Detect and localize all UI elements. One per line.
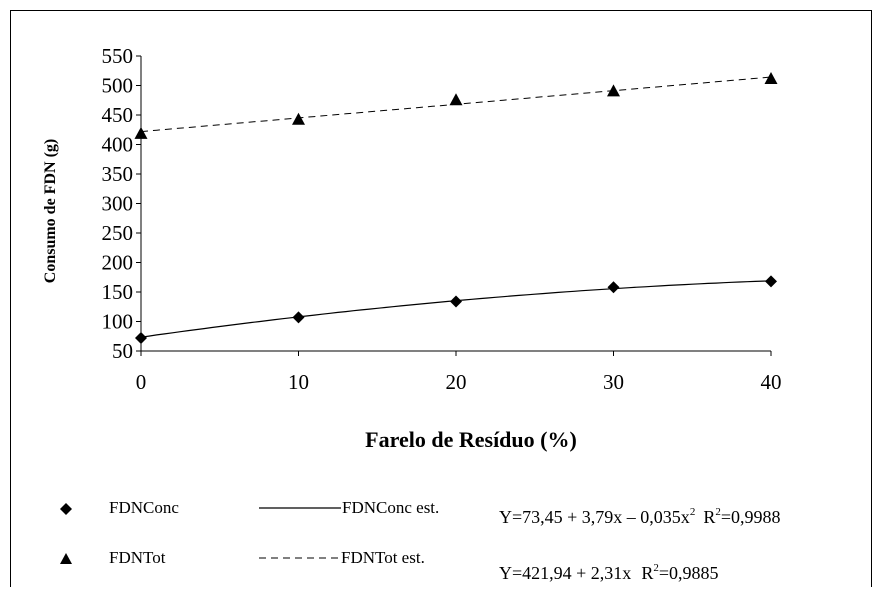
y-axis-label: Consumo de FDN (g): [42, 139, 59, 283]
x-tick-label: 40: [761, 370, 782, 394]
data-point-fdntot: [607, 84, 620, 96]
y-tick-label: 400: [102, 133, 134, 157]
legend-label-fdntot-est: FDNTot est.: [341, 548, 425, 567]
y-tick-label: 500: [102, 74, 134, 98]
data-point-fdnconc: [293, 311, 305, 323]
x-tick-label: 10: [288, 370, 309, 394]
x-tick-label: 0: [136, 370, 147, 394]
equation-fdnconc-main: Y=73,45 + 3,79x – 0,035x: [499, 507, 690, 527]
data-point-fdntot: [292, 113, 305, 125]
y-tick-label: 550: [102, 44, 134, 68]
data-point-fdntot: [450, 93, 463, 105]
equation-fdntot-r2: R: [641, 563, 653, 583]
chart-canvas: 50 100 150 200 250 300 350 400 450 500 550 0 10 20 30…: [11, 11, 872, 587]
equation-fdntot-r2-value: =0,9885: [659, 563, 719, 583]
legend-label-fdnconc: FDNConc: [109, 498, 179, 517]
y-tick-label: 350: [102, 162, 134, 186]
y-tick-label: 150: [102, 280, 134, 304]
y-tick-label: 200: [102, 251, 134, 275]
chart-frame: 50 100 150 200 250 300 350 400 450 500 550 0 10 20 30…: [10, 10, 872, 587]
data-point-fdntot: [135, 127, 148, 139]
equation-fdnconc: Y=73,45 + 3,79x – 0,035x2 R2=0,9988: [499, 506, 780, 527]
legend-marker-fdnconc: [60, 503, 72, 515]
legend-marker-fdntot: [60, 553, 72, 564]
x-tick-label: 20: [446, 370, 467, 394]
x-axis-label: Farelo de Resíduo (%): [365, 427, 577, 452]
equation-fdnconc-r2: R: [703, 507, 715, 527]
legend: FDNConc FDNConc est. Y=73,45 + 3,79x – 0…: [60, 498, 780, 583]
equation-fdnconc-r2-value: =0,9988: [721, 507, 781, 527]
equation-fdnconc-sup: 2: [690, 506, 696, 518]
fit-line-fdnconc-est: [141, 281, 771, 337]
y-tick-label: 50: [112, 339, 133, 363]
legend-label-fdnconc-est: FDNConc est.: [342, 498, 439, 517]
equation-fdntot: Y=421,94 + 2,31x R2=0,9885: [499, 562, 718, 583]
y-tick-label: 250: [102, 221, 134, 245]
data-point-fdntot: [765, 72, 778, 84]
equation-fdntot-main: Y=421,94 + 2,31x: [499, 563, 631, 583]
data-point-fdnconc: [135, 332, 147, 344]
data-point-fdnconc: [450, 295, 462, 307]
y-tick-label: 450: [102, 103, 134, 127]
legend-label-fdntot: FDNTot: [109, 548, 166, 567]
x-tick-label: 30: [603, 370, 624, 394]
data-point-fdnconc: [608, 281, 620, 293]
data-point-fdnconc: [765, 275, 777, 287]
y-tick-label: 100: [102, 310, 134, 334]
y-tick-label: 300: [102, 192, 134, 216]
